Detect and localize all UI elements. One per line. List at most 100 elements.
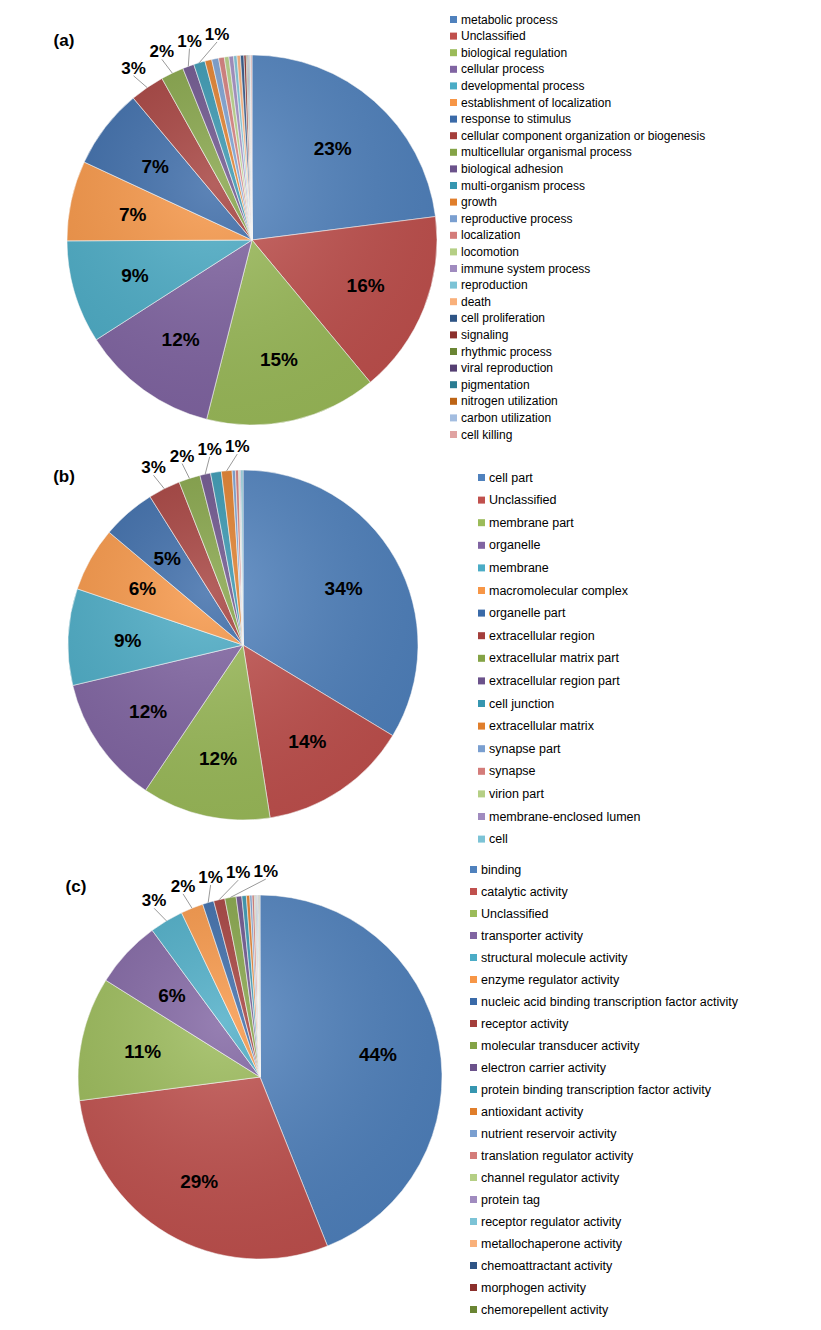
legend-label: biological regulation xyxy=(461,46,567,60)
legend-swatch xyxy=(470,1262,477,1269)
legend-label: cell killing xyxy=(461,428,512,442)
legend-swatch xyxy=(450,215,457,222)
legend-swatch xyxy=(478,700,485,707)
data-label: 1% xyxy=(253,862,278,881)
legend-label: death xyxy=(461,295,491,309)
legend-label: chemoattractant activity xyxy=(481,1259,613,1273)
legend-label: localization xyxy=(461,228,520,242)
slice xyxy=(67,240,252,340)
legend-swatch xyxy=(470,1086,477,1093)
leader-line xyxy=(162,59,172,73)
legend-swatch xyxy=(470,1042,477,1049)
slice xyxy=(258,895,260,1077)
legend-label: Unclassified xyxy=(461,29,526,43)
legend-swatch xyxy=(478,474,485,481)
legend-label: viral reproduction xyxy=(461,361,553,375)
legend-label: extracellular matrix xyxy=(489,719,595,733)
slice xyxy=(236,896,260,1077)
legend-label: growth xyxy=(461,195,497,209)
legend-label: electron carrier activity xyxy=(481,1061,607,1075)
data-label: 12% xyxy=(162,329,200,350)
slice xyxy=(250,55,252,240)
figure: (a)23%16%15%12%9%7%7%3%2%1%1%metabolic p… xyxy=(0,0,821,1330)
slice xyxy=(252,895,260,1077)
legend-swatch xyxy=(470,1152,477,1159)
legend-label: biological adhesion xyxy=(461,162,563,176)
legend-swatch xyxy=(450,66,457,73)
data-label: 2% xyxy=(171,877,196,896)
leader-line xyxy=(153,475,164,488)
legend-label: cell part xyxy=(489,471,533,485)
legend-swatch xyxy=(478,745,485,752)
slice xyxy=(229,56,252,240)
legend-swatch xyxy=(478,813,485,820)
legend-swatch xyxy=(450,365,457,372)
legend-swatch xyxy=(470,1020,477,1027)
legend-label: metallochaperone activity xyxy=(481,1237,623,1251)
legend-swatch xyxy=(470,1064,477,1071)
leader-line xyxy=(219,880,238,899)
legend-swatch xyxy=(478,519,485,526)
background xyxy=(0,0,821,1330)
data-label: 14% xyxy=(288,731,326,752)
data-label: 34% xyxy=(325,578,363,599)
legend-label: reproduction xyxy=(461,278,528,292)
legend-label: chemorepellent activity xyxy=(481,1303,609,1317)
leader-line xyxy=(205,457,209,474)
slice xyxy=(237,55,252,240)
legend-swatch xyxy=(470,1240,477,1247)
legend-swatch xyxy=(450,298,457,305)
slice xyxy=(258,895,260,1077)
legend-swatch xyxy=(470,932,477,939)
data-label: 9% xyxy=(121,265,149,286)
legend-label: organelle part xyxy=(489,606,566,620)
legend-label: translation regulator activity xyxy=(481,1149,634,1163)
legend-swatch xyxy=(450,348,457,355)
legend-label: catalytic activity xyxy=(481,885,569,899)
legend-swatch xyxy=(470,976,477,983)
slices xyxy=(67,55,437,425)
legend-swatch xyxy=(478,655,485,662)
legend: cell partUnclassifiedmembrane partorgane… xyxy=(478,471,641,847)
legend-swatch xyxy=(450,414,457,421)
data-label: 5% xyxy=(154,548,182,569)
chart-title: (a) xyxy=(54,31,75,50)
legend-swatch xyxy=(478,564,485,571)
legend-swatch xyxy=(470,1306,477,1313)
legend-label: rhythmic process xyxy=(461,345,552,359)
data-label: 15% xyxy=(260,349,298,370)
leader-line xyxy=(208,885,210,903)
legend-swatch xyxy=(478,836,485,843)
legend-label: receptor activity xyxy=(481,1017,569,1031)
legend-swatch xyxy=(478,768,485,775)
data-label: 7% xyxy=(119,204,147,225)
legend-label: molecular transducer activity xyxy=(481,1039,640,1053)
legend-swatch xyxy=(478,790,485,797)
chart-title: (b) xyxy=(53,467,75,486)
legend-swatch xyxy=(450,232,457,239)
slice xyxy=(259,895,261,1077)
slice xyxy=(240,55,252,240)
data-label: 1% xyxy=(197,440,222,459)
slice xyxy=(233,56,252,240)
data-labels: 34%14%12%12%9%6%5%3%2%1%1% xyxy=(114,437,363,769)
data-label: 29% xyxy=(180,1171,218,1192)
data-label: 1% xyxy=(177,32,202,51)
legend-swatch xyxy=(450,315,457,322)
data-label: 11% xyxy=(124,1041,161,1062)
slices xyxy=(78,895,442,1259)
slice xyxy=(257,895,260,1077)
data-label: 23% xyxy=(314,138,352,159)
legend-label: extracellular matrix part xyxy=(489,651,619,665)
legend-label: antioxidant activity xyxy=(481,1105,584,1119)
legend-swatch xyxy=(470,954,477,961)
legend-label: establishment of localization xyxy=(461,96,611,110)
data-label: 16% xyxy=(347,275,385,296)
legend-swatch xyxy=(450,33,457,40)
legend-label: pigmentation xyxy=(461,378,530,392)
slice xyxy=(241,470,243,645)
legend-label: synapse xyxy=(489,764,536,778)
pie-chart: (c)44%29%11%6%3%2%1%1%1%bindingcatalytic… xyxy=(66,862,739,1316)
chart-title: (c) xyxy=(66,877,87,896)
legend-label: Unclassified xyxy=(489,493,556,507)
